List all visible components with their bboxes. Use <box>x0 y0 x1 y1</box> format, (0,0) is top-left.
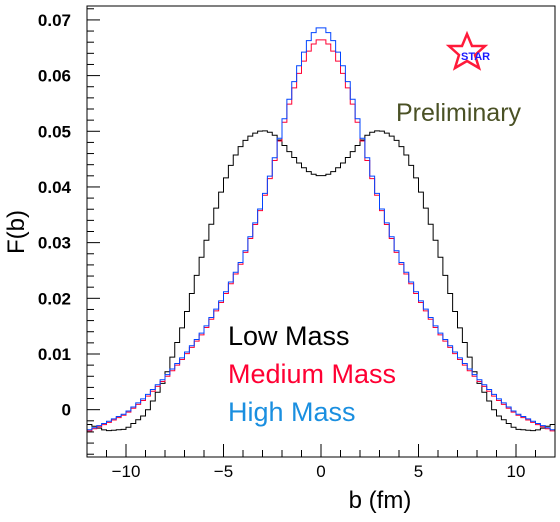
legend-entry-low-mass: Low Mass <box>228 321 350 351</box>
plot-frame <box>86 5 556 458</box>
y-axis-title: F(b) <box>3 210 30 254</box>
series-line-high-mass <box>87 27 555 431</box>
series-layer <box>87 27 555 432</box>
x-tick-label: −5 <box>214 462 233 481</box>
x-axis-title: b (fm) <box>349 487 412 514</box>
y-tick-label: 0.03 <box>38 234 71 253</box>
legend: Low Mass Medium Mass High Mass <box>228 321 396 427</box>
y-tick-label: 0 <box>62 401 71 420</box>
x-tick-label: 0 <box>316 462 325 481</box>
x-tick-label: 5 <box>414 462 423 481</box>
legend-entry-high-mass: High Mass <box>228 397 356 427</box>
y-tick-label: 0.01 <box>38 345 71 364</box>
star-logo: STAR <box>445 30 490 71</box>
x-tick-label: 10 <box>507 462 526 481</box>
y-tick-label: 0.06 <box>38 67 71 86</box>
star-logo-icon <box>445 30 489 71</box>
preliminary-annotation: Preliminary <box>396 99 522 127</box>
star-logo-text: STAR <box>461 51 490 63</box>
y-tick-label: 0.02 <box>38 289 71 308</box>
y-tick-label: 0.05 <box>38 122 71 141</box>
y-tick-label: 0.04 <box>38 178 72 197</box>
legend-entry-medium-mass: Medium Mass <box>228 359 396 389</box>
y-tick-label: 0.07 <box>38 11 71 30</box>
ticks-layer: −10 −5 0 5 10 0 0.01 0.02 0.03 0.04 0.05 0.06 0.07 <box>38 8 556 481</box>
x-tick-label: −10 <box>112 462 141 481</box>
